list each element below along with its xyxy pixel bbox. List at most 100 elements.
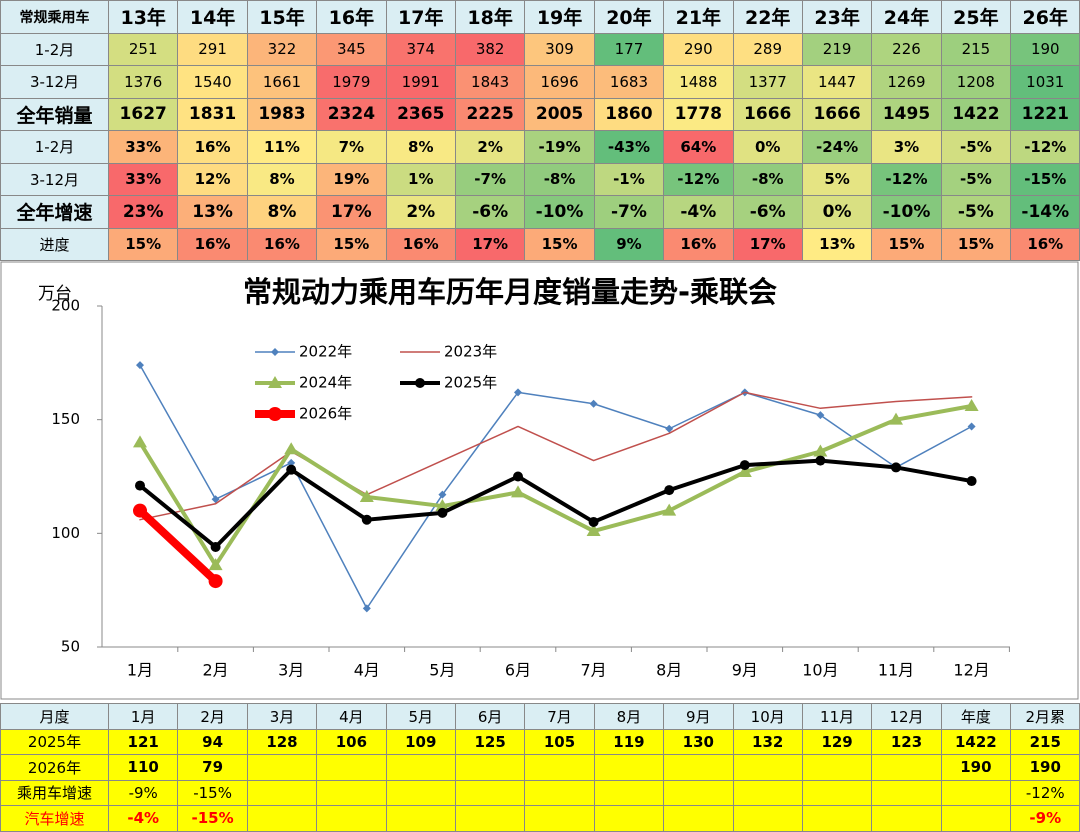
cell: -4% — [107, 805, 179, 832]
header-cell: 17年 — [385, 0, 456, 34]
cell: 16% — [246, 227, 318, 261]
cell — [454, 805, 526, 832]
series-line — [136, 506, 220, 586]
cell: 16% — [385, 227, 456, 261]
header-cell: 4月 — [316, 703, 387, 730]
marker — [268, 376, 282, 388]
row-label: 1-2月 — [0, 130, 109, 164]
cell — [732, 805, 803, 832]
row-label: 2026年 — [0, 754, 109, 781]
cell: 1269 — [871, 65, 942, 99]
header-cell: 25年 — [940, 0, 1012, 34]
cell: 1495 — [871, 97, 942, 131]
cell: 1% — [385, 162, 456, 196]
x-tick-label: 1月 — [127, 661, 153, 680]
cell — [316, 779, 387, 806]
cell — [246, 805, 318, 832]
cell: -9% — [1010, 805, 1080, 832]
marker — [739, 460, 750, 471]
cell — [732, 754, 803, 781]
row-label: 2025年 — [0, 728, 109, 755]
header-cell: 12月 — [871, 703, 942, 730]
cell: 16% — [663, 227, 734, 261]
cell: -6% — [732, 195, 803, 229]
cell — [663, 754, 734, 781]
legend-label: 2025年 — [444, 374, 497, 392]
cell: 109 — [385, 728, 456, 755]
cell: -19% — [524, 130, 595, 164]
cell: 64% — [663, 130, 734, 164]
cell: -5% — [940, 162, 1012, 196]
x-tick-label: 11月 — [878, 661, 914, 680]
cell: 19% — [316, 162, 387, 196]
series-line — [139, 391, 973, 521]
x-tick-label: 6月 — [505, 661, 531, 680]
cell: 2% — [454, 130, 526, 164]
cell — [593, 779, 665, 806]
cell — [316, 805, 387, 832]
cell: 125 — [454, 728, 526, 755]
header-cell: 6月 — [454, 703, 526, 730]
marker — [133, 503, 147, 518]
cell: 2% — [385, 195, 456, 229]
cell — [593, 805, 665, 832]
marker — [286, 464, 297, 475]
cell — [940, 805, 1012, 832]
header-cell: 11月 — [801, 703, 873, 730]
cell: 1983 — [246, 97, 318, 131]
cell: 17% — [316, 195, 387, 229]
x-tick-label: 2月 — [203, 661, 229, 680]
header-cell: 2月累 — [1010, 703, 1080, 730]
cell — [454, 754, 526, 781]
cell: 322 — [246, 32, 318, 66]
cell — [663, 805, 734, 832]
marker — [589, 399, 598, 408]
x-tick-label: 10月 — [802, 661, 838, 680]
cell: 128 — [246, 728, 318, 755]
marker — [284, 442, 299, 455]
header-cell: 常规乘用车 — [0, 0, 109, 34]
marker — [133, 435, 147, 448]
cell: 289 — [732, 32, 803, 66]
cell: 105 — [524, 728, 595, 755]
series-line — [138, 404, 974, 568]
cell: 121 — [107, 728, 179, 755]
cell: -43% — [593, 130, 665, 164]
cell — [385, 805, 456, 832]
cell — [246, 754, 318, 781]
cell: 190 — [1010, 32, 1080, 66]
cell: 1979 — [316, 65, 387, 99]
marker — [208, 558, 223, 571]
marker — [438, 490, 447, 499]
cell: -12% — [1010, 130, 1080, 164]
cell — [801, 779, 873, 806]
marker — [136, 361, 144, 370]
cell: 2324 — [316, 97, 387, 131]
cell: 8% — [385, 130, 456, 164]
cell: 2225 — [454, 97, 526, 131]
marker — [665, 424, 674, 433]
cell: -1% — [593, 162, 665, 196]
cell: 251 — [107, 32, 179, 66]
marker — [361, 514, 372, 525]
cell: -5% — [940, 130, 1012, 164]
cell — [524, 779, 595, 806]
header-cell: 月度 — [0, 703, 109, 730]
cell: -15% — [177, 805, 248, 832]
marker — [964, 399, 979, 412]
cell — [593, 754, 665, 781]
cell: 219 — [801, 32, 873, 66]
cell: -8% — [524, 162, 595, 196]
cell: 290 — [663, 32, 734, 66]
marker — [662, 503, 677, 516]
marker — [437, 507, 448, 518]
cell — [316, 754, 387, 781]
header-cell: 26年 — [1010, 0, 1080, 34]
cell: 17% — [454, 227, 526, 261]
cell: -10% — [524, 195, 595, 229]
header-cell: 16年 — [316, 0, 387, 34]
cell: 13% — [801, 227, 873, 261]
cell: 0% — [801, 195, 873, 229]
cell: -15% — [1010, 162, 1080, 196]
